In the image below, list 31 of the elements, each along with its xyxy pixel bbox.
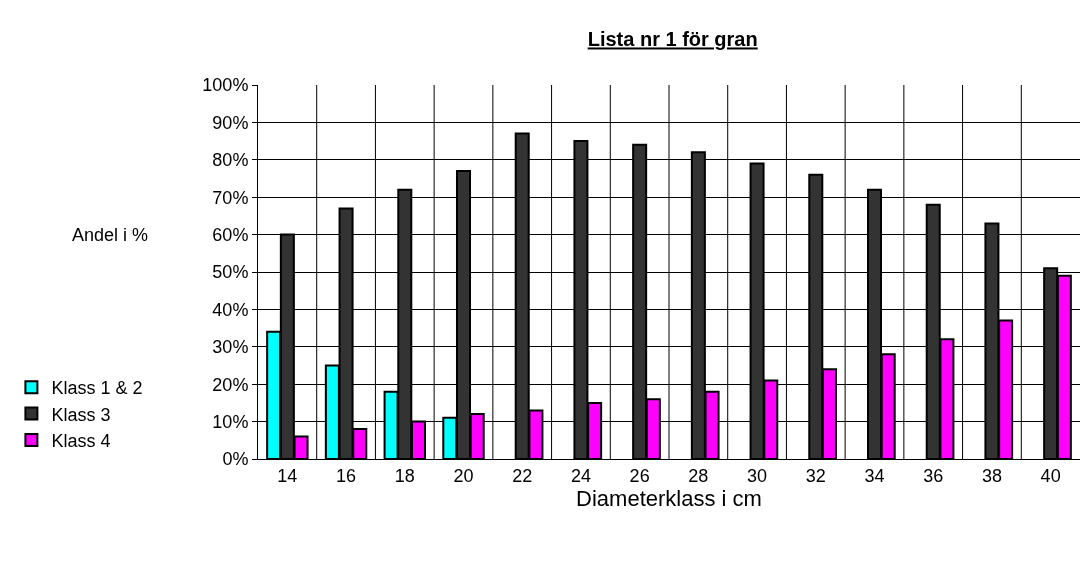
legend-label: Klass 4	[51, 431, 111, 452]
y-tick-label: 70%	[212, 187, 249, 208]
chart-title: Lista nr 1 för gran	[587, 28, 758, 51]
y-tick-label: 40%	[212, 299, 249, 320]
x-tick-label: 24	[570, 465, 591, 486]
y-tick-label: 50%	[212, 262, 249, 283]
y-tick-label: 10%	[212, 411, 249, 432]
x-tick-label: 20	[453, 465, 474, 486]
y-tick-label: 100%	[202, 75, 249, 96]
legend-label: Klass 1 & 2	[51, 378, 143, 399]
y-tick-label: 30%	[212, 337, 249, 358]
x-tick-label: 22	[512, 465, 533, 486]
x-tick-label: 28	[688, 465, 709, 486]
x-tick-label: 18	[394, 465, 415, 486]
legend-label: Klass 3	[51, 404, 111, 425]
x-tick-label: 16	[336, 465, 357, 486]
x-tick-label: 14	[277, 465, 298, 486]
y-tick-label: 60%	[212, 224, 249, 245]
x-tick-label: 34	[864, 465, 885, 486]
y-tick-label: 0%	[222, 449, 249, 470]
x-axis-title: Diameterklass i cm	[576, 485, 762, 511]
x-tick-label: 38	[981, 465, 1002, 486]
y-tick-label: 20%	[212, 374, 249, 395]
x-tick-label: 26	[629, 465, 650, 486]
x-tick-label: 30	[747, 465, 768, 486]
x-tick-label: 32	[805, 465, 826, 486]
y-axis-title: Andel i %	[72, 225, 149, 245]
x-tick-label: 36	[923, 465, 944, 486]
y-tick-label: 90%	[212, 112, 249, 133]
x-tick-label: 40	[1040, 465, 1061, 486]
y-tick-label: 80%	[212, 150, 249, 171]
